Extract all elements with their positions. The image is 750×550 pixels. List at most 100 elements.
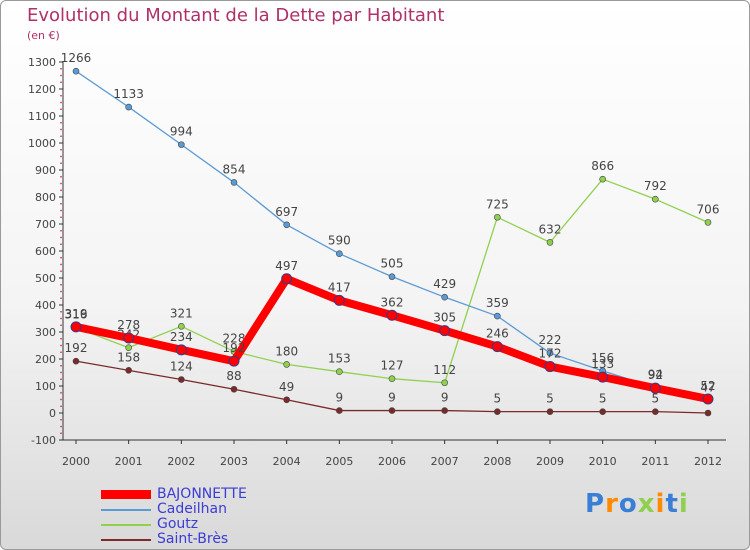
data-label: 866: [591, 159, 614, 173]
data-label: 305: [433, 311, 456, 325]
data-point: [388, 407, 396, 414]
y-minor-tick: [60, 391, 62, 394]
data-point: [599, 175, 606, 183]
y-minor-tick: [60, 236, 62, 239]
proxiti-logo: Proxiti: [585, 489, 689, 519]
x-tick-label: 2012: [694, 455, 722, 468]
data-label: 994: [170, 125, 193, 139]
logo-letter: o: [618, 489, 638, 519]
data-label: 133: [591, 357, 614, 371]
data-point: [652, 195, 659, 203]
data-label: 9: [441, 391, 449, 405]
y-minor-tick: [60, 148, 62, 151]
y-minor-tick: [60, 270, 62, 273]
y-minor-tick: [60, 175, 62, 178]
y-minor-tick: [60, 310, 62, 313]
data-label: 124: [170, 360, 193, 374]
data-label: 854: [223, 162, 246, 176]
y-minor-tick: [60, 216, 62, 219]
data-point: [388, 273, 396, 280]
data-point: [123, 332, 135, 344]
y-minor-tick: [60, 94, 62, 97]
data-point: [178, 376, 185, 383]
y-tick-label: 1100: [28, 110, 56, 123]
data-point: [336, 250, 343, 257]
data-label: 192: [65, 341, 88, 355]
data-label: 725: [486, 197, 509, 211]
data-point: [704, 409, 712, 417]
data-point: [702, 393, 714, 405]
data-point: [441, 407, 448, 414]
legend-item-bajonnette: BAJONNETTE: [101, 487, 247, 502]
legend-item-cadeilhan: Cadeilhan: [101, 502, 247, 517]
data-label: 278: [117, 318, 140, 332]
unit-label: (en €): [27, 29, 60, 42]
data-label: 359: [486, 296, 509, 310]
y-minor-tick: [60, 128, 62, 131]
y-minor-tick: [60, 155, 62, 158]
data-label: 222: [539, 333, 562, 347]
data-point: [494, 408, 501, 415]
y-minor-tick: [60, 81, 62, 84]
logo-letter: x: [637, 489, 656, 519]
y-tick-label: 300: [35, 326, 56, 339]
data-label: 127: [381, 359, 404, 373]
y-minor-tick: [60, 229, 62, 232]
y-minor-tick: [60, 243, 62, 246]
data-label: 1133: [113, 87, 144, 101]
y-tick-label: 500: [35, 272, 56, 285]
data-point: [599, 408, 606, 415]
y-minor-tick: [60, 317, 62, 320]
y-minor-tick: [60, 256, 62, 259]
data-label: 632: [539, 222, 562, 236]
data-point: [546, 239, 554, 246]
legend: BAJONNETTE Cadeilhan Goutz Saint-Brès: [101, 487, 247, 547]
data-point: [494, 213, 501, 221]
y-minor-tick: [60, 290, 62, 293]
x-tick-label: 2007: [431, 455, 459, 468]
x-tick-label: 2010: [589, 455, 617, 468]
data-point: [388, 375, 396, 383]
data-point: [125, 103, 132, 111]
data-label: 112: [433, 363, 456, 377]
y-tick-label: 1200: [28, 83, 56, 96]
data-point: [283, 361, 290, 368]
data-label: 321: [170, 306, 193, 320]
legend-item-goutz: Goutz: [101, 517, 247, 532]
y-minor-tick: [60, 378, 62, 381]
y-tick-label: -100: [31, 434, 56, 447]
x-tick-label: 2004: [273, 455, 301, 468]
y-minor-tick: [60, 418, 62, 421]
data-point: [178, 323, 185, 330]
x-tick-label: 2000: [62, 455, 90, 468]
data-point: [441, 293, 448, 301]
data-label: 9: [336, 391, 344, 405]
y-minor-tick: [60, 364, 62, 367]
logo-letter: r: [605, 489, 619, 519]
y-minor-tick: [60, 108, 62, 111]
data-label: 5: [652, 392, 660, 406]
data-label: 697: [275, 205, 298, 219]
data-label: 497: [275, 259, 298, 273]
y-minor-tick: [60, 432, 62, 435]
data-label: 417: [328, 280, 351, 294]
data-point: [72, 67, 80, 75]
data-label: 234: [170, 330, 193, 344]
data-label: 316: [65, 308, 88, 322]
data-point: [336, 368, 343, 375]
legend-label: Goutz: [157, 516, 199, 532]
y-minor-tick: [60, 425, 62, 428]
y-tick-label: 700: [35, 218, 56, 231]
legend-item-saint-bres: Saint-Brès: [101, 532, 247, 547]
data-label: 5: [494, 392, 502, 406]
data-label: 92: [648, 368, 663, 382]
y-minor-tick: [60, 121, 62, 124]
data-point: [125, 367, 132, 374]
chart-title: Evolution du Montant de la Dette par Hab…: [27, 5, 445, 26]
data-label: 180: [275, 344, 298, 358]
y-minor-tick: [60, 189, 62, 192]
data-point: [704, 219, 712, 226]
y-minor-tick: [60, 209, 62, 212]
legend-label: Saint-Brès: [157, 531, 229, 547]
